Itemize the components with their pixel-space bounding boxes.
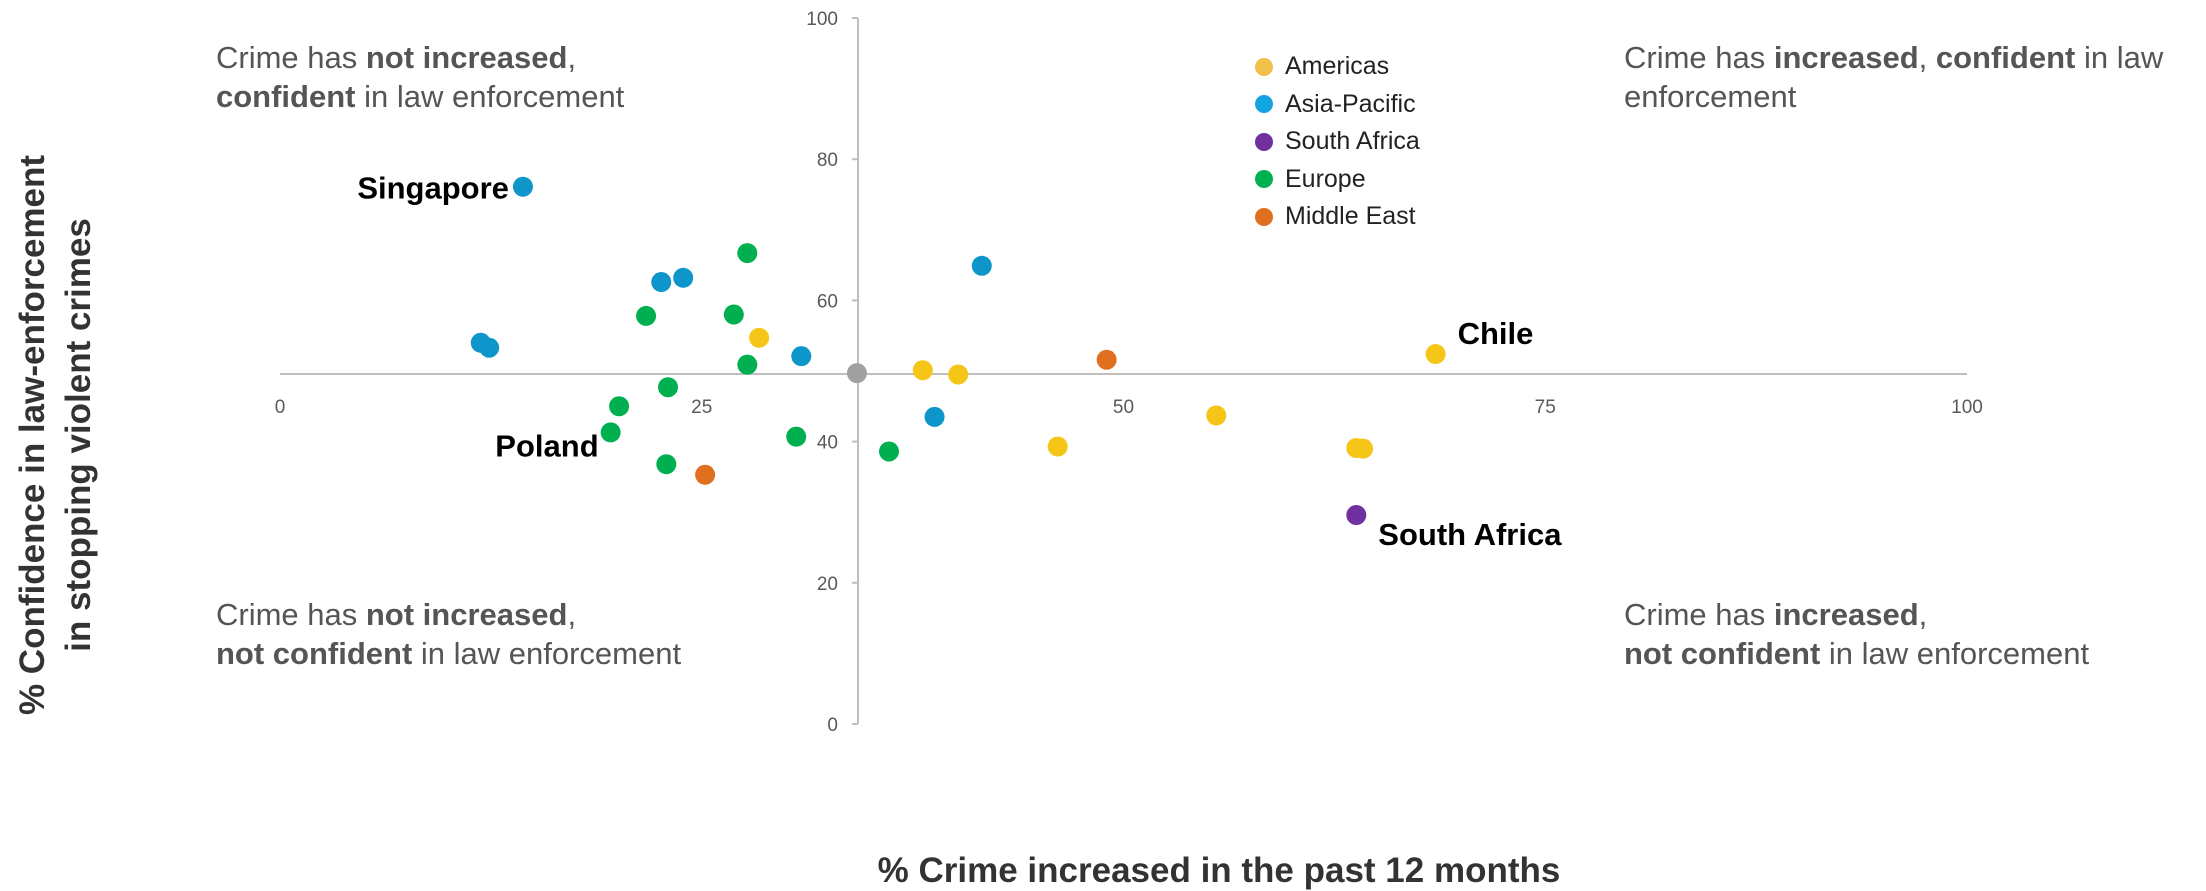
data-point-asia-pacific [673,267,694,288]
data-point-americas [912,360,933,381]
data-point-asia-pacific [971,255,992,276]
data-point-reference [846,363,867,384]
quadrant-label-top-right: Crime has increased, confident in law en… [1624,40,2164,114]
legend-item-americas: Americas [1255,48,1420,86]
legend-item-asia-pacific: Asia-Pacific [1255,86,1420,124]
data-point-asia-pacific [479,337,500,358]
y-tick-label: 100 [806,9,838,30]
legend-label-europe: Europe [1285,164,1366,193]
legend-dot-middle-east [1255,207,1273,226]
data-point-europe [600,422,621,443]
data-point-europe [737,243,758,264]
data-point-south-africa [1346,505,1367,526]
data-point-americas [1206,405,1227,426]
legend-label-asia-pacific: Asia-Pacific [1285,89,1416,118]
point-label-poland: Poland [495,428,598,463]
data-point-europe [879,441,900,462]
data-point-europe [786,426,807,447]
x-tick-label: 25 [691,397,712,418]
y-axis-title-line1: % Confidence in law-enforcement [13,154,52,716]
legend-label-americas: Americas [1285,52,1390,81]
data-point-europe [737,354,758,375]
data-point-asia-pacific [924,406,945,427]
y-axis-title-line2: in stopping violent crimes [59,218,98,652]
y-tick-label: 60 [817,291,838,312]
data-point-americas [948,364,969,385]
legend-item-middle-east: Middle East [1255,198,1420,236]
point-label-singapore: Singapore [357,171,509,206]
tick-labels-group: 0 25 50 75 100 0 20 40 60 80 100 [275,9,1983,736]
legend-item-south-africa: South Africa [1255,123,1420,161]
data-point-middle-east [695,464,716,485]
legend-dot-europe [1255,170,1273,189]
x-tick-label: 100 [1951,397,1983,418]
x-tick-label: 50 [1113,397,1134,418]
x-axis-title: % Crime increased in the past 12 months [877,851,1561,890]
legend-dot-americas [1255,57,1273,76]
data-point-asia-pacific [651,272,672,293]
data-point-europe [609,396,630,417]
data-point-asia-pacific [791,346,812,367]
annotations-group: Singapore Chile Poland South Africa [357,171,1562,552]
data-point-europe [723,304,744,325]
legend-label-south-africa: South Africa [1285,127,1420,156]
data-point-americas [1425,344,1446,365]
y-tick-label: 20 [817,574,838,595]
y-tick-label: 0 [827,715,838,736]
data-point-middle-east [1096,349,1117,370]
x-tick-label: 0 [275,397,286,418]
legend-label-middle-east: Middle East [1285,202,1416,231]
x-tick-label: 75 [1535,397,1556,418]
quadrant-label-bottom-right: Crime has increased, not confident in la… [1624,597,2090,671]
legend: Americas Asia-Pacific South Africa Europ… [1255,48,1420,236]
quadrant-label-bottom-left: Crime has not increased, not confident i… [216,597,682,671]
y-tick-label: 80 [817,150,838,171]
point-label-south-africa: South Africa [1378,517,1562,552]
scatter-chart: 0 25 50 75 100 0 20 40 60 80 100 Singapore Chile Pol… [275,9,1983,736]
legend-dot-south-africa [1255,132,1273,151]
point-label-chile: Chile [1458,316,1534,351]
data-point-europe [636,305,657,326]
y-tick-label: 40 [817,433,838,454]
data-point-europe [656,454,677,475]
data-point-americas [749,327,770,348]
quadrant-label-top-left: Crime has not increased, confident in la… [216,40,625,114]
data-point-asia-pacific [512,176,533,197]
data-points-group [470,176,1446,526]
legend-dot-asia-pacific [1255,95,1273,114]
data-point-americas [1047,436,1068,457]
data-point-europe [658,377,679,398]
data-point-americas [1353,438,1374,459]
legend-item-europe: Europe [1255,161,1420,199]
y-axis-title: % Confidence in law-enforcement in stopp… [10,155,102,715]
